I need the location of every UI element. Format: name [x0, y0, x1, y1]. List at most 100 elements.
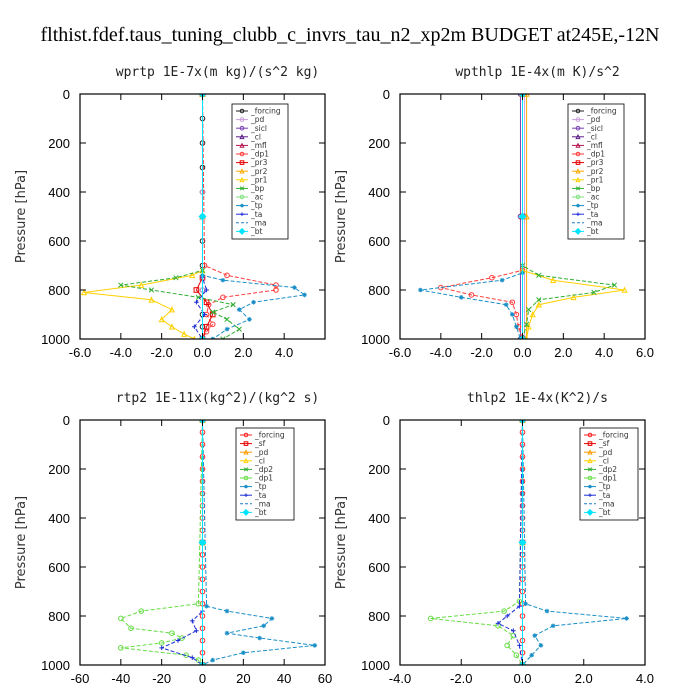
y-tick-label: 400 — [368, 185, 390, 200]
data-point — [138, 281, 145, 288]
data-point — [158, 640, 165, 646]
legend-label: _bt — [586, 227, 599, 236]
legend-label: _sf — [254, 439, 266, 448]
x-tick-label: 2.0 — [575, 671, 593, 686]
series-group — [80, 94, 307, 339]
data-point — [550, 623, 556, 629]
y-tick-label: 800 — [368, 609, 390, 624]
y-tick-label: 200 — [48, 136, 70, 151]
data-point — [220, 277, 226, 283]
x-tick-label: 4.0 — [595, 345, 613, 360]
data-point — [181, 330, 188, 337]
data-point — [611, 282, 618, 288]
data-point — [513, 652, 520, 659]
data-point — [251, 299, 256, 305]
legend-marker — [239, 108, 245, 114]
data-point — [509, 312, 515, 317]
data-point — [273, 287, 279, 293]
legend-marker — [239, 151, 245, 157]
series-group — [427, 420, 629, 665]
data-point — [525, 306, 532, 313]
legend-label: _dp1 — [598, 474, 617, 483]
data-point — [427, 615, 434, 622]
legend-marker — [587, 467, 593, 472]
data-point — [204, 603, 209, 609]
legend-label: _cl — [586, 132, 597, 141]
x-tick-label: -4.0 — [110, 345, 132, 360]
data-point — [535, 301, 542, 308]
x-tick-label: -2.0 — [470, 345, 492, 360]
chart-panel-1: wprtp 1E-7x(m kg)/(s^2 kg) Pressure [hPa]… — [14, 65, 326, 360]
data-point — [624, 616, 629, 621]
data-point — [118, 645, 124, 651]
data-point — [621, 286, 628, 293]
data-point — [517, 643, 522, 648]
data-point — [509, 299, 516, 306]
legend-label: _pr2 — [586, 167, 604, 176]
data-point — [210, 309, 216, 315]
x-tick-label: 60 — [318, 671, 332, 686]
legend-label: _dp2 — [598, 465, 617, 474]
legend-label: _bt — [598, 508, 611, 517]
series-line-ta — [160, 420, 203, 665]
series-line-dp1 — [202, 94, 277, 339]
legend-label: _tp — [250, 201, 263, 210]
x-tick-label: -6.0 — [389, 345, 411, 360]
y-tick-label: 200 — [48, 462, 70, 477]
legend-label: _mfl — [250, 141, 267, 150]
data-point — [550, 276, 557, 283]
data-point — [224, 608, 230, 614]
y-tick-label: 600 — [48, 560, 70, 575]
legend-marker — [239, 117, 245, 122]
data-point — [525, 323, 532, 330]
data-point — [220, 294, 226, 301]
data-point — [189, 271, 196, 279]
data-point — [495, 621, 501, 626]
series-line-dp1 — [430, 420, 523, 665]
legend: _forcing_pd_sicl_cl_mfl_dp1_pr3_pr2_pr1_… — [231, 103, 289, 240]
legend-marker — [576, 203, 580, 208]
y-axis-label: Pressure [hPa] — [334, 170, 349, 263]
legend-label: _pd — [250, 115, 265, 124]
data-point — [189, 618, 195, 624]
data-point — [591, 289, 597, 296]
data-point — [224, 272, 230, 279]
legend-label: _pr1 — [586, 175, 604, 184]
legend-label: _cl — [254, 456, 265, 465]
data-point — [118, 282, 124, 288]
legend-marker — [239, 125, 245, 131]
x-tick-label: -2.0 — [150, 345, 172, 360]
y-tick-label: 0 — [63, 87, 70, 102]
legend-label: _ta — [254, 491, 266, 500]
data-point — [523, 601, 528, 607]
legend-marker — [575, 108, 581, 114]
y-axis-label: Pressure [hPa] — [334, 496, 349, 589]
legend-marker — [575, 168, 581, 174]
y-tick-label: 600 — [368, 560, 390, 575]
legend-label: _dp2 — [254, 465, 273, 474]
data-point — [224, 326, 230, 332]
data-point — [224, 630, 230, 636]
data-point — [517, 603, 522, 609]
legend-marker — [239, 142, 245, 148]
legend-label: _ma — [598, 499, 615, 508]
x-tick-label: 2.0 — [554, 345, 572, 360]
legend-label: _mfl — [586, 141, 603, 150]
data-point — [536, 297, 542, 303]
data-point — [292, 285, 297, 290]
data-point — [203, 323, 210, 330]
data-point — [269, 616, 275, 621]
legend-marker — [243, 467, 249, 472]
legend-marker — [244, 493, 248, 497]
legend-marker — [576, 212, 580, 216]
legend-marker — [239, 160, 245, 165]
legend-marker — [574, 227, 582, 235]
legend-label: _forcing — [250, 107, 281, 116]
y-tick-label: 0 — [383, 413, 390, 428]
data-point — [169, 630, 175, 636]
data-point — [532, 633, 538, 638]
legend-label: _ta — [586, 210, 598, 219]
legend-label: _sicl — [250, 124, 267, 133]
y-tick-label: 0 — [383, 87, 390, 102]
x-tick-label: -40 — [111, 671, 130, 686]
